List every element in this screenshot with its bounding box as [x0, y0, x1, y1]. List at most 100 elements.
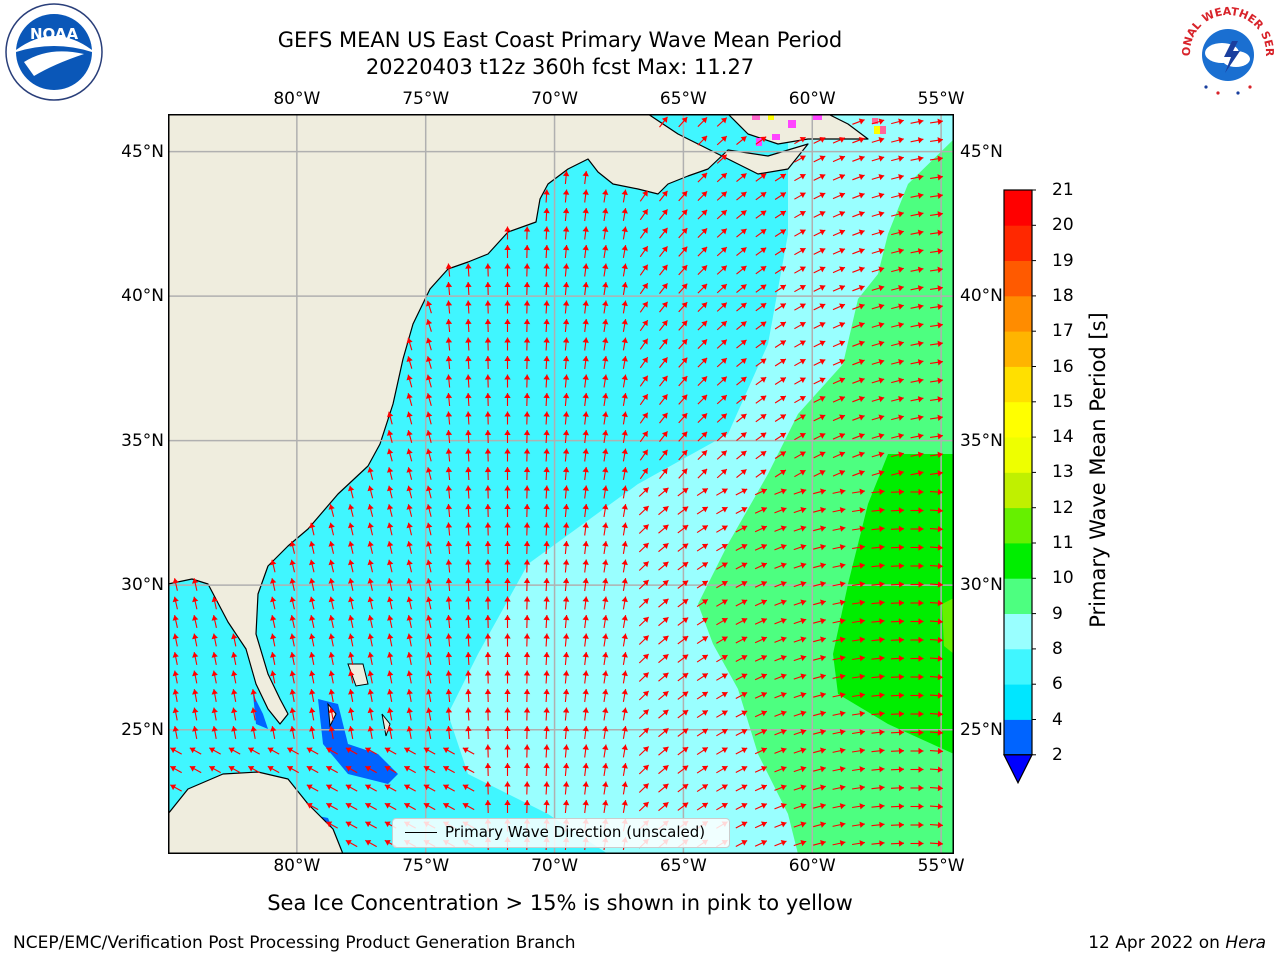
wave-arrow-head	[760, 358, 767, 365]
wave-arrow-head	[858, 229, 865, 236]
wave-arrow-head	[543, 763, 550, 769]
noaa-logo: NOAA	[5, 3, 103, 101]
wave-arrow-head	[484, 522, 492, 528]
wave-arrow-head	[642, 246, 648, 253]
wave-arrow-head	[387, 522, 394, 529]
colorbar-segment	[1004, 507, 1032, 544]
wave-arrow-head	[543, 467, 550, 473]
wave-arrow-head	[681, 468, 688, 475]
wave-arrow-head	[523, 726, 531, 732]
wave-arrow-head	[387, 411, 394, 418]
wave-arrow-head	[170, 747, 177, 754]
wave-arrow-head	[937, 322, 943, 329]
wave-arrow-head	[523, 411, 531, 417]
wave-arrow-head	[701, 673, 708, 679]
wave-arrow-head	[562, 448, 570, 454]
wave-arrow-head	[661, 468, 668, 475]
wave-arrow-head	[562, 522, 570, 528]
wave-arrow-head	[839, 303, 845, 310]
wave-arrow-head	[445, 319, 453, 325]
wave-arrow-head	[898, 766, 904, 773]
wave-arrow-head	[760, 414, 767, 420]
wave-arrow-head	[918, 544, 924, 551]
wave-arrow-head	[741, 562, 748, 569]
wave-arrow-head	[662, 561, 669, 568]
wave-arrow-head	[721, 710, 728, 716]
wave-arrow-head	[898, 229, 904, 236]
wave-arrow-head	[780, 544, 787, 550]
wave-arrow-head	[898, 211, 904, 218]
wave-arrow-head	[701, 172, 708, 179]
wave-arrow-head	[523, 781, 531, 787]
wave-arrow-head	[562, 189, 570, 195]
wave-arrow-head	[504, 670, 511, 676]
wave-arrow-head	[720, 432, 727, 438]
wave-arrow-head	[800, 710, 807, 717]
sea-ice-note: Sea Ice Concentration > 15% is shown in …	[267, 891, 853, 915]
wave-arrow-head	[800, 784, 807, 791]
wave-arrow-head	[682, 506, 689, 513]
wave-arrow-head	[839, 544, 846, 551]
wave-arrow-head	[642, 338, 648, 345]
wave-arrow-head	[820, 821, 826, 828]
wave-arrow-head	[682, 728, 689, 735]
wave-arrow-head	[898, 433, 904, 440]
wave-arrow-head	[406, 559, 413, 566]
wave-arrow-head	[859, 655, 865, 662]
wave-arrow-head	[621, 208, 628, 214]
wave-arrow-head	[602, 781, 609, 787]
wave-arrow-head	[720, 191, 727, 198]
wave-arrow-head	[682, 765, 689, 772]
wave-arrow-head	[562, 374, 570, 380]
wave-arrow-head	[701, 747, 708, 753]
wave-arrow-head	[780, 433, 786, 439]
wave-arrow-head	[879, 525, 885, 532]
wave-arrow-head	[741, 821, 748, 828]
wave-arrow-head	[780, 840, 787, 846]
wave-arrow-head	[761, 544, 767, 550]
wave-arrow-head	[800, 599, 807, 606]
wave-arrow-head	[406, 337, 413, 344]
wave-arrow-head	[387, 652, 394, 658]
wave-arrow-head	[898, 784, 904, 792]
wave-arrow-head	[543, 448, 550, 454]
wave-arrow-head	[859, 747, 865, 754]
wave-arrow-head	[309, 615, 316, 621]
wave-arrow-head	[426, 522, 433, 529]
wave-arrow-head	[820, 544, 826, 551]
wave-arrow-head	[721, 747, 728, 753]
wave-arrow-head	[443, 766, 450, 772]
wave-arrow-head	[701, 543, 708, 550]
wave-arrow-head	[761, 766, 767, 772]
wave-arrow-head	[819, 303, 826, 310]
wave-arrow-head	[484, 615, 492, 621]
wave-arrow-head	[523, 522, 531, 528]
wave-arrow-head	[367, 689, 374, 695]
lon-label-top: 60°W	[788, 89, 836, 109]
wave-arrow-head	[582, 374, 589, 380]
wave-arrow-head	[937, 784, 943, 792]
wave-arrow-head	[523, 596, 531, 602]
wave-arrow-head	[582, 800, 589, 806]
wave-arrow-head	[345, 840, 352, 846]
wave-arrow-head	[562, 596, 570, 602]
wave-arrow-head	[681, 357, 688, 364]
colorbar-tick-label: 8	[1052, 638, 1063, 659]
wave-arrow-head	[406, 652, 413, 658]
wave-arrow-head	[937, 155, 943, 162]
wave-arrow-head	[682, 784, 689, 790]
wave-arrow-head	[642, 357, 648, 364]
wave-arrow-head	[523, 689, 531, 695]
wave-arrow-head	[879, 803, 885, 810]
wave-arrow-head	[839, 192, 845, 199]
wave-arrow-head	[819, 155, 826, 162]
wave-arrow-head	[642, 468, 648, 475]
wave-arrow-head	[760, 284, 767, 291]
wave-arrow-head	[484, 689, 492, 695]
wave-arrow-head	[384, 821, 391, 828]
wave-arrow-head	[878, 155, 885, 162]
land-north-america	[168, 114, 809, 725]
wave-arrow-head	[582, 430, 589, 436]
wave-arrow-head	[582, 245, 589, 251]
wave-arrow-head	[800, 766, 807, 773]
